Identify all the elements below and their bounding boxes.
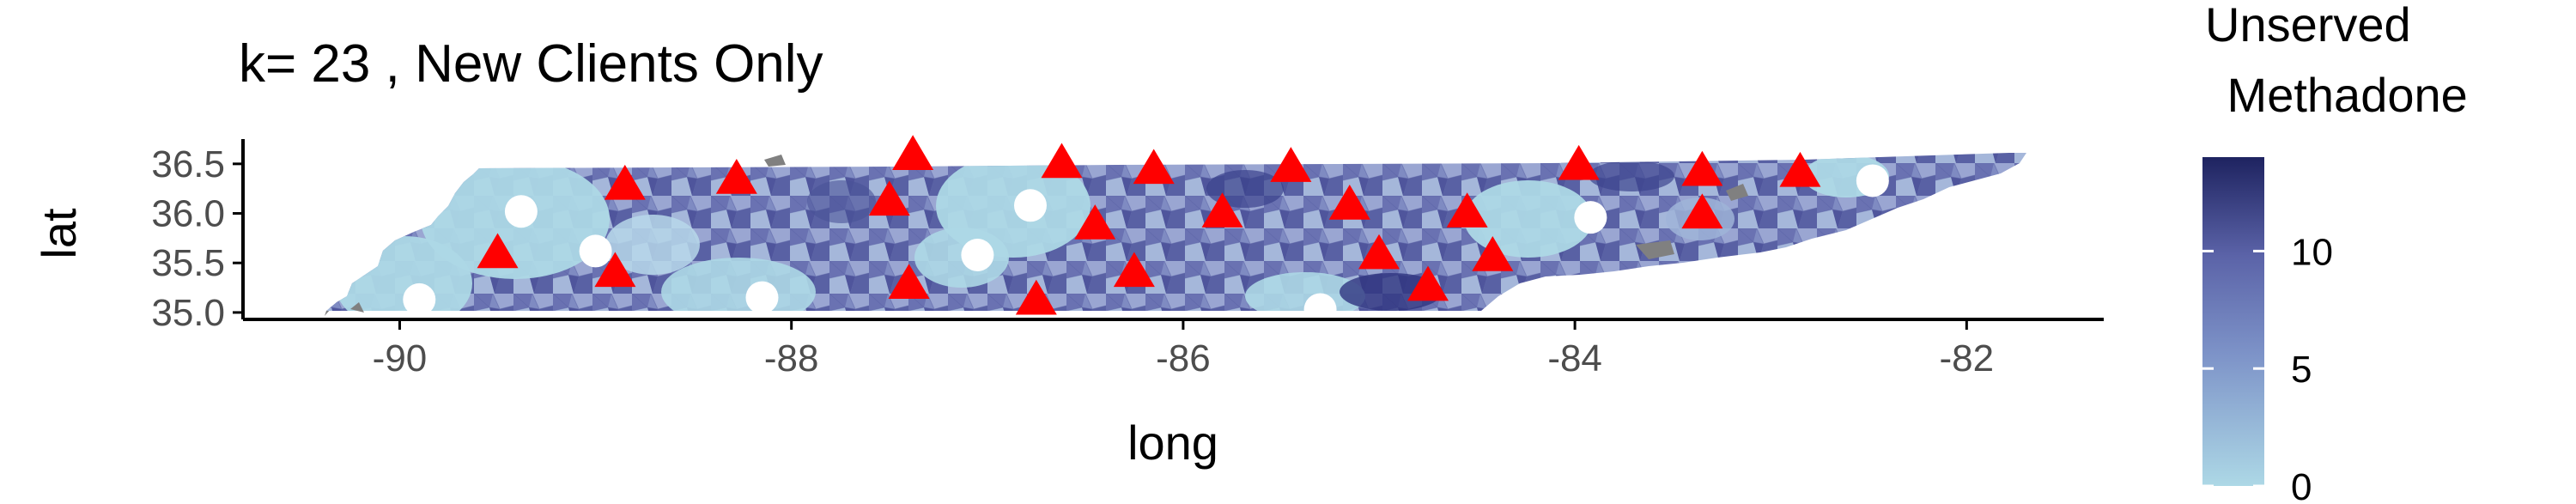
new-facility-point — [892, 135, 934, 171]
existing-clinic-point — [745, 281, 779, 314]
tennessee-county-fill — [326, 153, 2026, 311]
new-facility-point — [1113, 252, 1155, 288]
x-axis-title: long — [1127, 416, 1218, 470]
new-facility-point — [1328, 185, 1370, 220]
border-sliver — [1726, 184, 1748, 201]
existing-clinic-point — [1856, 164, 1889, 197]
existing-clinic-point — [403, 282, 436, 316]
y-tick-label: 36.5 — [151, 143, 225, 185]
new-facility-point — [594, 252, 636, 288]
color-legend: Unserved Methadone 0 5 10 — [2202, 0, 2468, 504]
new-facility-point — [1681, 150, 1723, 186]
new-facility-points — [477, 135, 1821, 315]
new-facility-point — [1558, 144, 1600, 180]
new-facility-point — [604, 164, 646, 200]
new-facility-point — [1358, 234, 1400, 270]
existing-clinic-point — [579, 234, 612, 268]
x-tick-label: -88 — [764, 337, 819, 380]
y-tick-label: 35.5 — [151, 242, 225, 284]
legend-ticks: 0 5 10 — [2202, 231, 2333, 504]
new-facility-point — [1472, 236, 1514, 271]
new-facility-point — [1074, 204, 1116, 240]
new-facility-point — [1133, 149, 1175, 185]
y-tick-label: 36.0 — [151, 193, 225, 235]
legend-tick-label: 0 — [2291, 466, 2312, 504]
existing-clinic-point — [1013, 189, 1047, 222]
y-tick-label: 35.0 — [151, 292, 225, 334]
new-facility-point — [477, 233, 519, 269]
new-facility-point — [1201, 192, 1243, 228]
existing-clinic-point — [1574, 201, 1607, 234]
existing-clinic-point — [961, 239, 994, 271]
x-tick-label: -82 — [1940, 337, 1995, 380]
x-axis-ticks: -90 -88 -86 -84 -82 — [373, 319, 1994, 380]
new-facility-point — [888, 264, 930, 300]
legend-tick-label: 5 — [2291, 349, 2312, 391]
legend-title-line-1: Unserved — [2205, 0, 2411, 52]
x-tick-label: -90 — [373, 337, 428, 380]
new-facility-point — [1015, 279, 1057, 315]
existing-clinic-point — [504, 195, 538, 228]
new-facility-point — [1041, 143, 1083, 179]
chart-title: k= 23 , New Clients Only — [239, 34, 823, 94]
x-tick-label: -86 — [1156, 337, 1211, 380]
legend-colorbar — [2202, 157, 2264, 486]
y-axis-title: lat — [32, 208, 86, 259]
legend-tick-label: 10 — [2291, 231, 2333, 273]
new-facility-point — [1779, 151, 1821, 187]
new-facility-point — [1446, 192, 1488, 228]
new-facility-point — [1407, 265, 1449, 301]
map-panel — [325, 153, 2026, 316]
border-sliver — [1636, 240, 1674, 259]
existing-clinic-points — [403, 164, 1889, 326]
new-facility-point — [715, 159, 757, 194]
new-facility-point — [1681, 193, 1723, 229]
y-axis-ticks: 35.0 35.5 36.0 36.5 — [151, 143, 243, 334]
border-sliver — [350, 302, 364, 313]
existing-clinic-point — [1303, 293, 1337, 326]
x-tick-label: -84 — [1547, 337, 1602, 380]
legend-title-line-2: Methadone — [2214, 68, 2468, 122]
border-sliver — [764, 155, 786, 167]
new-facility-point — [1270, 147, 1312, 182]
new-facility-point — [868, 180, 910, 216]
